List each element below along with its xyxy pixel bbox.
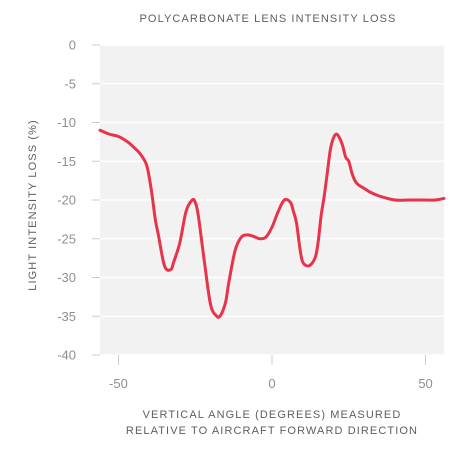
y-tick-label: -15 (57, 154, 76, 169)
y-axis-label: LIGHT INTENSITY LOSS (%) (27, 119, 39, 290)
x-tick-label: -50 (109, 376, 128, 391)
gridlines (100, 44, 444, 356)
y-tick-label: -25 (57, 231, 76, 246)
chart-title: POLYCARBONATE LENS INTENSITY LOSS (140, 13, 397, 25)
y-tick-label: -20 (57, 193, 76, 208)
x-tick-label: 50 (418, 376, 432, 391)
y-tick-label: -30 (57, 270, 76, 285)
y-tick-label: -40 (57, 348, 76, 363)
x-tick-label: 0 (268, 376, 275, 391)
x-axis-label-line-2: RELATIVE TO AIRCRAFT FORWARD DIRECTION (126, 425, 418, 437)
y-axis-ticks: 0 -5 -10 -15 -20 -25 -30 -35 -40 (57, 38, 100, 363)
series-line (98, 128, 446, 319)
y-tick-label: -5 (64, 76, 76, 91)
x-axis-ticks: -50 0 50 (109, 355, 433, 391)
y-tick-label: -10 (57, 115, 76, 130)
y-tick-label: -35 (57, 309, 76, 324)
x-axis-label-line-1: VERTICAL ANGLE (DEGREES) MEASURED (143, 409, 402, 421)
y-tick-label: 0 (69, 38, 76, 53)
